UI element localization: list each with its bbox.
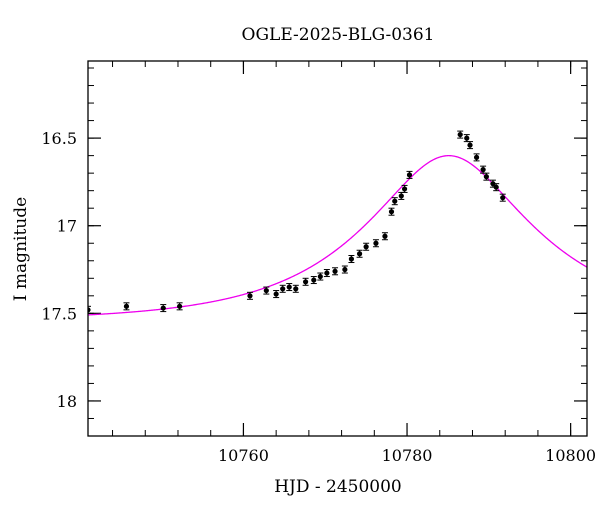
data-marker [373,240,379,246]
data-marker [388,209,395,215]
data-marker [293,286,299,292]
data-point [401,184,408,193]
data-marker [263,287,269,294]
data-marker [490,181,496,187]
data-point [286,283,293,292]
data-point [273,290,280,299]
data-point [332,267,339,276]
data-marker [311,277,317,283]
data-marker [302,279,309,285]
data-marker [280,286,286,292]
data-point [348,255,355,264]
y-axis-label: I magnitude [11,197,31,301]
data-marker [342,266,348,273]
data-point [381,232,388,241]
data-point [388,207,395,216]
data-marker [324,270,330,276]
data-marker [123,303,130,309]
y-tick-label: 17 [57,217,77,236]
data-marker [382,233,388,239]
data-marker [356,251,363,257]
data-marker [317,273,323,280]
data-marker [286,284,292,290]
data-marker [483,174,489,180]
data-marker [160,305,166,311]
data-point [493,183,500,192]
data-point [302,277,309,286]
data-point [123,302,130,311]
data-point [406,170,413,179]
data-marker [392,198,398,204]
y-tick-label: 16.5 [41,129,77,148]
x-axis-label: HJD - 2450000 [274,477,402,497]
data-marker [467,142,473,148]
model-curve [88,154,587,316]
y-tick-labels: 16.5 17 17.5 18 [41,129,77,411]
x-tick-label: 10760 [218,446,269,465]
y-tick-label: 17.5 [41,304,77,323]
data-point [246,291,253,300]
data-point [341,265,348,274]
chart-title: OGLE-2025-BLG-0361 [242,25,435,45]
data-point [317,272,324,281]
data-point [292,284,299,293]
data-marker [500,195,506,201]
data-point [483,172,490,181]
data-marker [247,293,253,299]
data-point [176,302,183,311]
x-tick-label: 10780 [382,446,433,465]
data-marker [177,303,183,309]
data-marker [473,154,480,160]
data-marker [363,244,369,250]
data-point [279,284,286,293]
data-marker [493,184,499,190]
data-point [263,286,270,295]
data-point [391,197,398,206]
data-marker [348,256,355,262]
data-point [310,276,317,285]
data-point [398,191,405,200]
data-point [467,141,474,150]
plot-frame [87,60,588,437]
x-tick-labels: 10760 10780 10800 [218,446,596,465]
data-point [356,249,363,258]
data-marker [398,193,404,199]
data-marker [273,291,279,297]
data-point [323,269,330,278]
data-marker [332,268,338,274]
data-point [480,165,487,174]
data-marker [401,186,408,192]
data-point [489,179,496,188]
data-point [160,304,167,313]
data-point [363,242,370,251]
data-points [88,130,506,314]
data-point [499,193,506,202]
data-marker [457,131,463,138]
data-marker [464,135,470,141]
data-point [473,153,480,162]
data-marker [480,167,486,173]
x-tick-label: 10800 [545,446,596,465]
data-point [463,134,470,143]
model-layer [88,154,587,316]
data-point [457,130,464,139]
data-point [372,239,379,248]
data-marker [406,172,413,178]
y-tick-label: 18 [57,392,77,411]
